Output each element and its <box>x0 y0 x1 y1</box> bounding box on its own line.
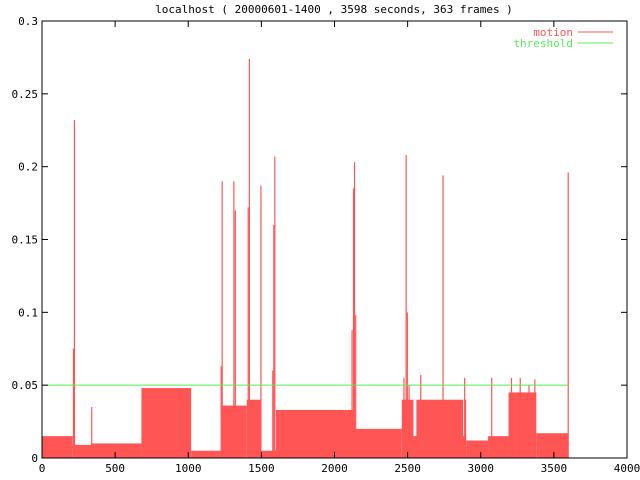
motion-segment <box>246 399 262 458</box>
x-tick-label: 1000 <box>175 462 202 475</box>
x-tick-label: 2500 <box>394 462 421 475</box>
motion-dip <box>463 392 465 437</box>
motion-segment <box>508 392 537 458</box>
y-tick-label: 0.1 <box>18 306 38 319</box>
motion-segment <box>276 409 354 458</box>
y-tick-label: 0.25 <box>12 88 39 101</box>
motion-segment <box>401 399 467 458</box>
motion-segment <box>536 433 569 458</box>
x-tick-label: 4000 <box>614 462 640 475</box>
y-tick-label: 0.15 <box>12 234 39 247</box>
legend-label-motion: motion <box>533 26 573 39</box>
x-tick-label: 2000 <box>321 462 348 475</box>
motion-segment <box>91 443 142 458</box>
motion-segment <box>191 450 222 458</box>
x-tick-label: 1500 <box>248 462 275 475</box>
y-tick-label: 0 <box>31 452 38 465</box>
motion-segment <box>353 428 402 458</box>
x-tick-label: 0 <box>39 462 46 475</box>
x-tick-label: 3000 <box>468 462 495 475</box>
plot-frame <box>41 20 628 459</box>
plot-marks <box>42 58 569 458</box>
x-tick-label: 3500 <box>541 462 568 475</box>
motion-segment <box>261 450 276 458</box>
legend-label-threshold: threshold <box>513 37 573 50</box>
motion-segment <box>72 444 92 458</box>
y-tick-label: 0.05 <box>12 379 39 392</box>
motion-segment <box>466 440 489 458</box>
plot-border <box>41 20 628 459</box>
motion-segment <box>488 436 509 458</box>
motion-segment <box>141 388 192 458</box>
y-tick-label: 0.3 <box>18 15 38 28</box>
motion-segment <box>42 436 73 458</box>
y-tick-label: 0.2 <box>18 161 38 174</box>
x-tick-label: 500 <box>105 462 125 475</box>
chart-title: localhost ( 20000601-1400 , 3598 seconds… <box>155 3 513 16</box>
motion-dip <box>413 392 417 437</box>
axis-ticks: 0 0.05 0.1 0.15 0.2 0.25 0.3 0 500 1000 1500 2000 25… <box>12 15 640 475</box>
